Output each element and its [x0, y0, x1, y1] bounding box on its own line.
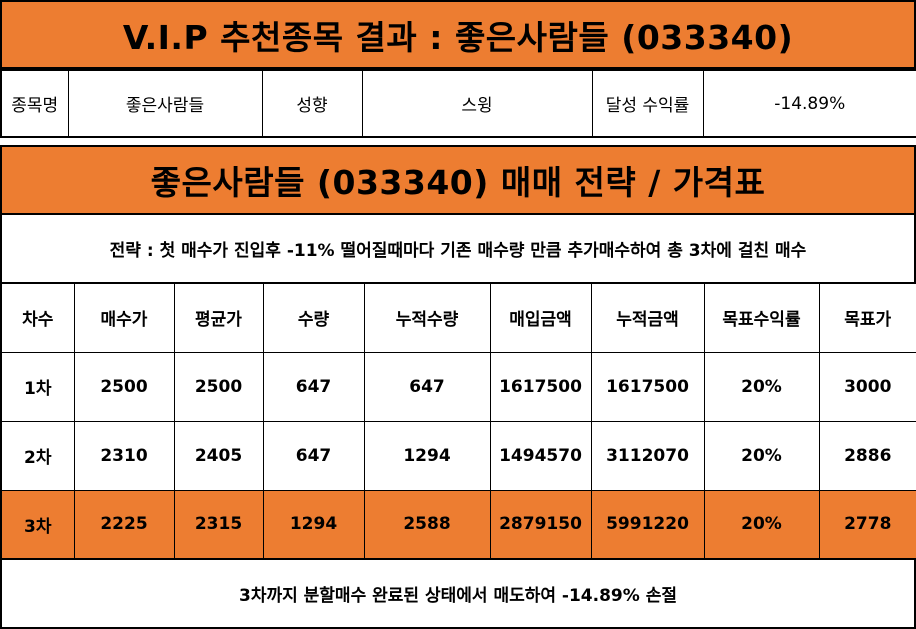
column-header: 평균가	[173, 282, 264, 353]
table-cell: 1차	[0, 351, 75, 422]
section-divider	[0, 138, 916, 145]
stock-name-label: 종목명	[0, 69, 69, 138]
table-row: 3차 2225 2315 1294 2588 2879150 5991220 20% 2778	[0, 489, 916, 560]
table-cell: 20%	[703, 351, 820, 422]
strategy-description: 전략 : 첫 매수가 진입후 -11% 떨어질때마다 기존 매수량 만큼 추가매…	[0, 215, 916, 282]
table-cell: 2225	[73, 489, 175, 560]
table-cell: 5991220	[590, 489, 705, 560]
column-header: 수량	[262, 282, 365, 353]
column-header: 차수	[0, 282, 75, 353]
table-cell: 20%	[703, 489, 820, 560]
table-cell: 20%	[703, 420, 820, 491]
table-cell: 647	[262, 351, 365, 422]
table-cell: 2500	[173, 351, 264, 422]
table-cell: 3차	[0, 489, 75, 560]
table-cell: 1494570	[489, 420, 592, 491]
table-cell: 2588	[363, 489, 491, 560]
results-title: V.I.P 추천종목 결과 : 좋은사람들 (033340)	[0, 0, 916, 69]
table-cell: 1617500	[590, 351, 705, 422]
table-cell: 2차	[0, 420, 75, 491]
column-header: 누적금액	[590, 282, 705, 353]
strategy-title: 좋은사람들 (033340) 매매 전략 / 가격표	[0, 145, 916, 215]
stock-name-value: 좋은사람들	[67, 69, 263, 138]
table-cell: 1294	[363, 420, 491, 491]
table-cell: 2879150	[489, 489, 592, 560]
table-row: 2차 2310 2405 647 1294 1494570 3112070 20% 2886	[0, 420, 916, 491]
stock-info-table: 종목명 좋은사람들 성향 스윙 달성 수익률 -14.89%	[0, 69, 916, 138]
column-header: 매입금액	[489, 282, 592, 353]
achieved-return-label: 달성 수익률	[591, 69, 704, 138]
table-cell: 3112070	[590, 420, 705, 491]
price-table: 차수 매수가 평균가 수량 누적수량 매입금액 누적금액 목표수익률 목표가 1차 2500 250…	[0, 282, 916, 560]
table-cell: 647	[363, 351, 491, 422]
style-label: 성향	[261, 69, 363, 138]
table-row: 1차 2500 2500 647 647 1617500 1617500 20% 3000	[0, 351, 916, 422]
table-cell: 2500	[73, 351, 175, 422]
column-header: 목표수익률	[703, 282, 820, 353]
result-summary: 3차까지 분할매수 완료된 상태에서 매도하여 -14.89% 손절	[0, 559, 916, 629]
stock-info-row: 종목명 좋은사람들 성향 스윙 달성 수익률 -14.89%	[0, 69, 916, 138]
table-cell: 2310	[73, 420, 175, 491]
table-cell: 3000	[818, 351, 916, 422]
table-cell: 2778	[818, 489, 916, 560]
table-cell: 647	[262, 420, 365, 491]
achieved-return-value: -14.89%	[702, 69, 916, 138]
table-cell: 2886	[818, 420, 916, 491]
table-cell: 1294	[262, 489, 365, 560]
column-header: 누적수량	[363, 282, 491, 353]
table-cell: 2405	[173, 420, 264, 491]
column-header: 매수가	[73, 282, 175, 353]
style-value: 스윙	[361, 69, 593, 138]
column-header: 목표가	[818, 282, 916, 353]
table-cell: 1617500	[489, 351, 592, 422]
table-header-row: 차수 매수가 평균가 수량 누적수량 매입금액 누적금액 목표수익률 목표가	[0, 282, 916, 353]
table-cell: 2315	[173, 489, 264, 560]
